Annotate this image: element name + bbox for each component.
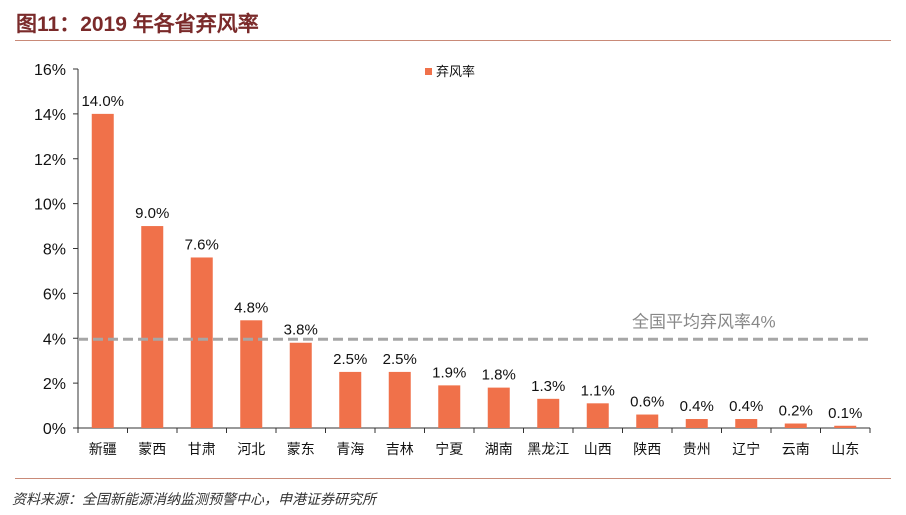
data-label: 0.4% (729, 398, 763, 415)
bar-黑龙江 (537, 398, 560, 428)
bar-蒙东 (289, 342, 312, 428)
average-reference-label: 全国平均弃风率4% (632, 312, 776, 331)
bar-云南 (784, 423, 807, 428)
data-label: 1.3% (531, 378, 565, 395)
data-label: 1.8% (482, 367, 516, 384)
data-label: 1.9% (432, 364, 466, 381)
x-tick-label: 宁夏 (435, 441, 463, 457)
bar-湖南 (487, 387, 510, 428)
x-tick-label: 青海 (336, 441, 364, 457)
data-label: 2.5% (383, 351, 417, 368)
data-label: 4.8% (234, 299, 268, 316)
y-tick-label: 8% (43, 242, 66, 259)
y-tick-label: 2% (43, 376, 66, 393)
y-tick-label: 0% (43, 421, 66, 438)
x-tick-label: 贵州 (683, 441, 711, 457)
bar-青海 (339, 371, 362, 428)
y-tick-label: 16% (34, 62, 66, 79)
data-label: 14.0% (81, 93, 124, 110)
x-tick-label: 山东 (831, 441, 859, 457)
x-tick-label: 蒙西 (138, 441, 166, 457)
title-divider (15, 40, 891, 41)
x-tick-label: 云南 (782, 441, 810, 457)
x-tick-label: 湖南 (485, 441, 513, 457)
bar-陕西 (636, 414, 659, 428)
bar-山西 (586, 403, 609, 428)
data-label: 0.1% (828, 405, 862, 422)
y-tick-label: 4% (43, 331, 66, 348)
bar-贵州 (685, 419, 708, 428)
legend-label: 弃风率 (436, 64, 475, 79)
data-label: 0.2% (779, 403, 813, 420)
bar-甘肃 (190, 257, 213, 428)
bar-山东 (834, 425, 857, 428)
y-tick-label: 10% (34, 197, 66, 214)
legend-swatch (425, 68, 432, 75)
data-label: 1.1% (581, 382, 615, 399)
y-tick-label: 14% (34, 107, 66, 124)
x-tick-label: 新疆 (89, 441, 117, 457)
data-label: 0.4% (680, 398, 714, 415)
y-tick-label: 6% (43, 286, 66, 303)
data-label: 0.6% (630, 394, 664, 411)
x-tick-label: 陕西 (633, 441, 661, 457)
x-tick-label: 甘肃 (188, 441, 216, 457)
bar-河北 (240, 320, 263, 428)
figure-title: 图11：2019 年各省弃风率 (16, 13, 259, 36)
data-label: 7.6% (185, 236, 219, 253)
x-tick-label: 辽宁 (732, 441, 760, 457)
x-tick-label: 黑龙江 (527, 441, 569, 457)
bar-宁夏 (438, 385, 461, 428)
data-label: 3.8% (284, 322, 318, 339)
x-tick-label: 河北 (237, 441, 265, 457)
source-note: 资料来源：全国新能源消纳监测预警中心，申港证券研究所 (12, 492, 376, 508)
bar-chart: 0% 2% 4% 6% 8% 10% 12% 14% 16% 14.0% 新疆 9.0% 蒙西 7.6% 甘… (34, 62, 871, 457)
data-label: 9.0% (135, 205, 169, 222)
bar-吉林 (388, 371, 411, 428)
x-tick-label: 山西 (584, 441, 612, 457)
source-divider (15, 478, 891, 479)
y-tick-label: 12% (34, 152, 66, 169)
bar-蒙西 (141, 226, 164, 428)
data-label: 2.5% (333, 351, 367, 368)
bar-辽宁 (735, 419, 758, 428)
x-tick-label: 蒙东 (287, 441, 315, 457)
bar-新疆 (91, 113, 114, 428)
x-tick-label: 吉林 (386, 441, 414, 457)
